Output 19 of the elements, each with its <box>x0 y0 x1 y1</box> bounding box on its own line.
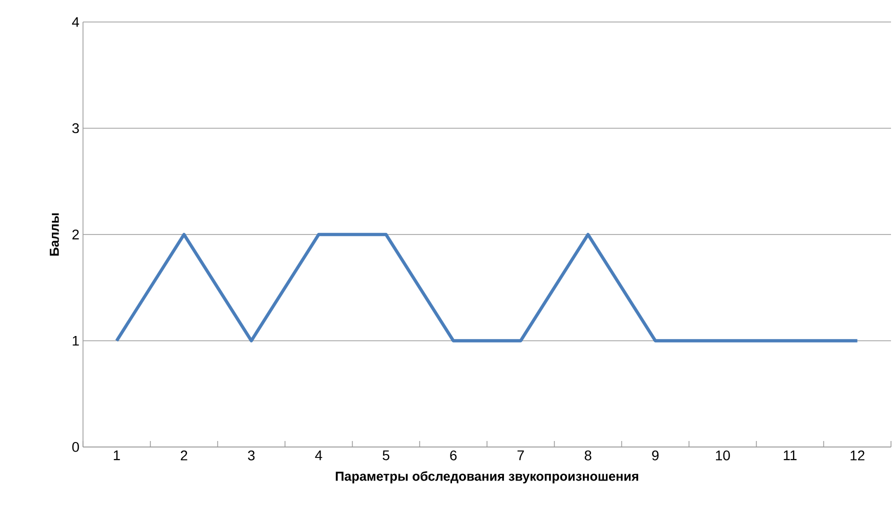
x-tick-label: 2 <box>180 450 188 460</box>
x-tick-label: 10 <box>716 450 730 460</box>
x-tick-label: 3 <box>248 450 255 460</box>
x-tick-label: 7 <box>518 450 524 460</box>
x-tick-label: 6 <box>450 450 457 460</box>
y-tick-label: 1 <box>72 336 79 346</box>
y-tick-label: 3 <box>72 123 79 134</box>
y-axis-title: Баллы <box>50 213 59 256</box>
x-tick-label: 11 <box>784 450 797 460</box>
x-tick-label: 12 <box>850 450 864 460</box>
y-tick-label: 4 <box>72 17 80 27</box>
y-tick-label: 0 <box>72 442 79 452</box>
x-tick-label: 5 <box>382 450 390 460</box>
x-tick-label: 1 <box>114 450 120 460</box>
x-tick-label: 8 <box>584 450 592 460</box>
x-tick-label: 9 <box>652 450 659 460</box>
x-tick-label: 4 <box>315 450 322 460</box>
x-axis-title: Параметры обследования звукопроизношения <box>336 471 638 484</box>
y-tick-label: 2 <box>72 230 79 240</box>
